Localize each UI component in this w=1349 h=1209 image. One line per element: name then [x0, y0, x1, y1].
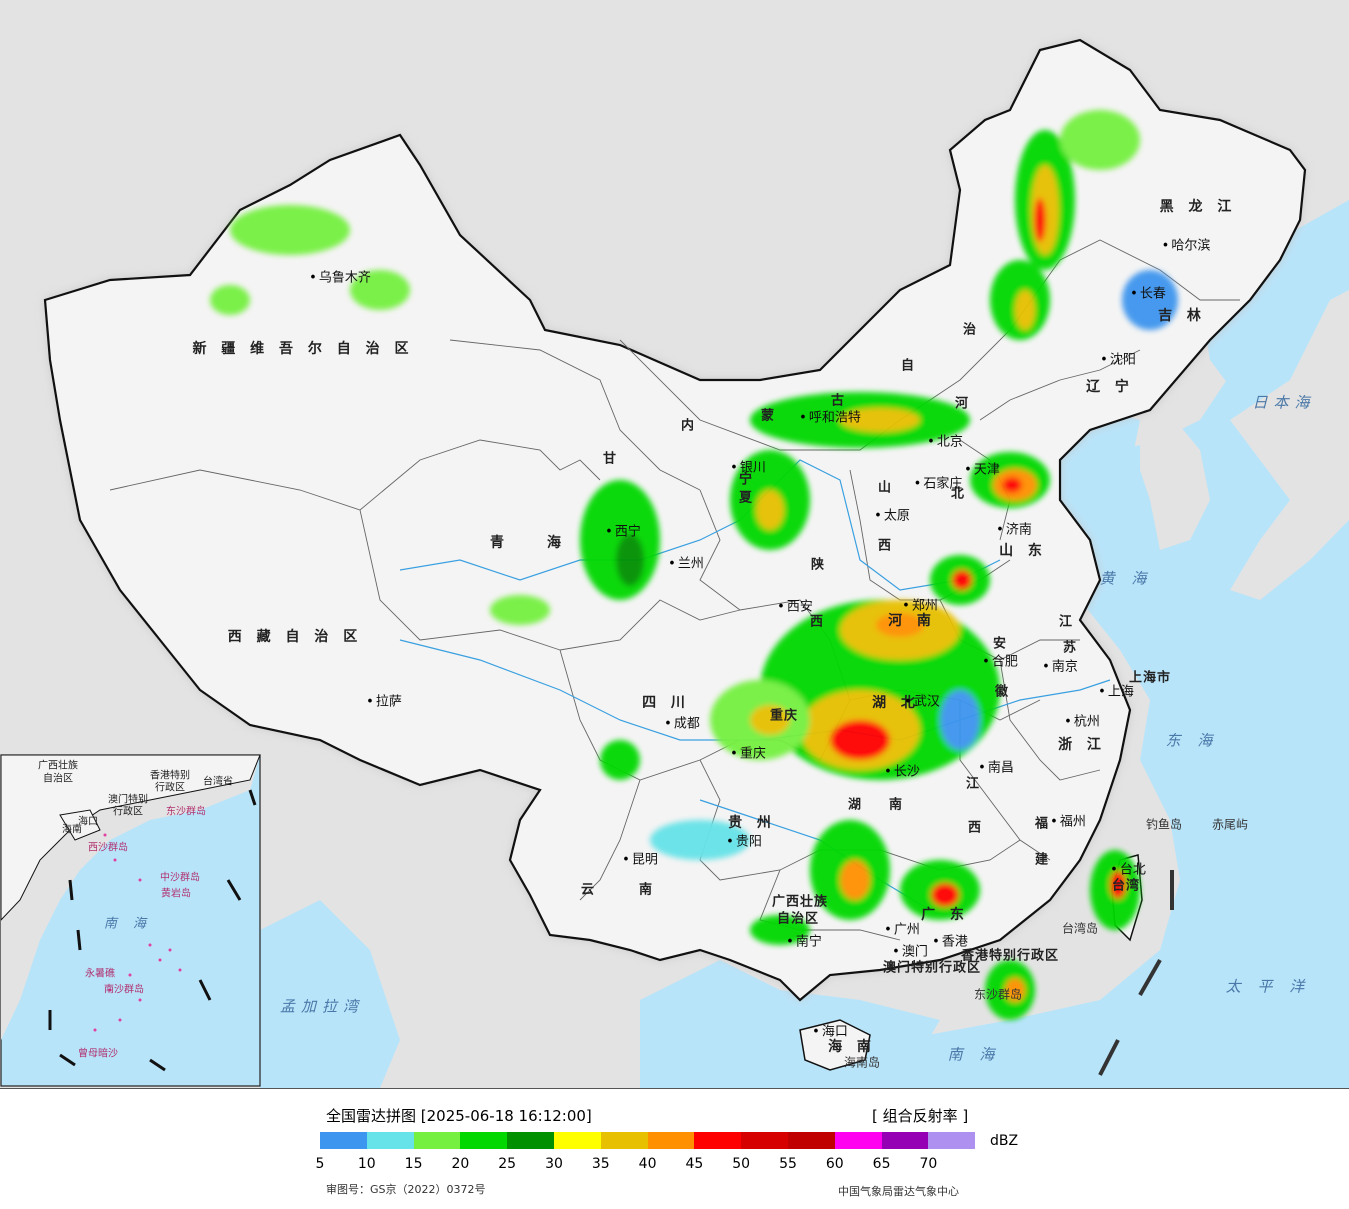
ocean-east	[850, 280, 1349, 1088]
color-segment	[507, 1132, 554, 1149]
color-segment	[928, 1132, 976, 1149]
color-segment	[600, 1132, 648, 1149]
tick-label: 30	[545, 1156, 563, 1172]
color-segment	[320, 1132, 367, 1149]
color-segment	[694, 1132, 742, 1149]
hainan	[799, 1019, 871, 1071]
source-agency: 中国气象局雷达气象中心	[838, 1185, 959, 1198]
color-segment	[741, 1132, 788, 1149]
bay-of-bengal	[260, 900, 400, 1088]
color-segment	[647, 1132, 695, 1149]
tick-label: 45	[685, 1156, 704, 1172]
approval-number: 审图号：GS京（2022）0372号	[326, 1183, 486, 1196]
color-segment	[787, 1132, 835, 1149]
inset-islands	[93, 833, 182, 1032]
nine-dash-line-main	[1098, 870, 1174, 1076]
legend-title: 全国雷达拼图 [2025-06-18 16:12:00]	[326, 1107, 592, 1125]
tick-label: 15	[404, 1156, 423, 1172]
tick-label: 55	[779, 1156, 797, 1172]
color-scale-bar	[320, 1132, 976, 1149]
radar-map: 新 疆 维 吾 尔 自 治 区 西 藏 自 治 区 青 海 甘 内 蒙 古 黑 …	[0, 0, 1349, 1088]
radar-echoes	[210, 110, 1178, 1020]
color-segment	[834, 1132, 882, 1149]
color-segment	[413, 1132, 461, 1149]
tick-label: 40	[638, 1156, 657, 1172]
tick-label: 35	[591, 1156, 610, 1172]
tick-label: 70	[919, 1156, 938, 1172]
tick-label: 65	[872, 1156, 891, 1172]
tick-label: 60	[825, 1156, 844, 1172]
color-segment	[460, 1132, 508, 1149]
tick-label: 25	[498, 1156, 517, 1172]
japan	[1230, 290, 1349, 600]
tick-label: 20	[451, 1156, 470, 1172]
korea	[1140, 420, 1210, 550]
product-label: [ 组合反射率 ]	[872, 1107, 969, 1125]
legend-panel: 全国雷达拼图 [2025-06-18 16:12:00] [ 组合反射率 ] d…	[0, 1088, 1349, 1209]
nine-dash-line-inset	[48, 789, 257, 1072]
tick-label: 10	[357, 1156, 376, 1172]
color-segment	[366, 1132, 414, 1149]
color-segment	[553, 1132, 601, 1149]
color-segment	[881, 1132, 929, 1149]
tick-label: 5	[315, 1156, 325, 1172]
tick-label: 50	[732, 1156, 751, 1172]
unit-label: dBZ	[990, 1133, 1019, 1149]
